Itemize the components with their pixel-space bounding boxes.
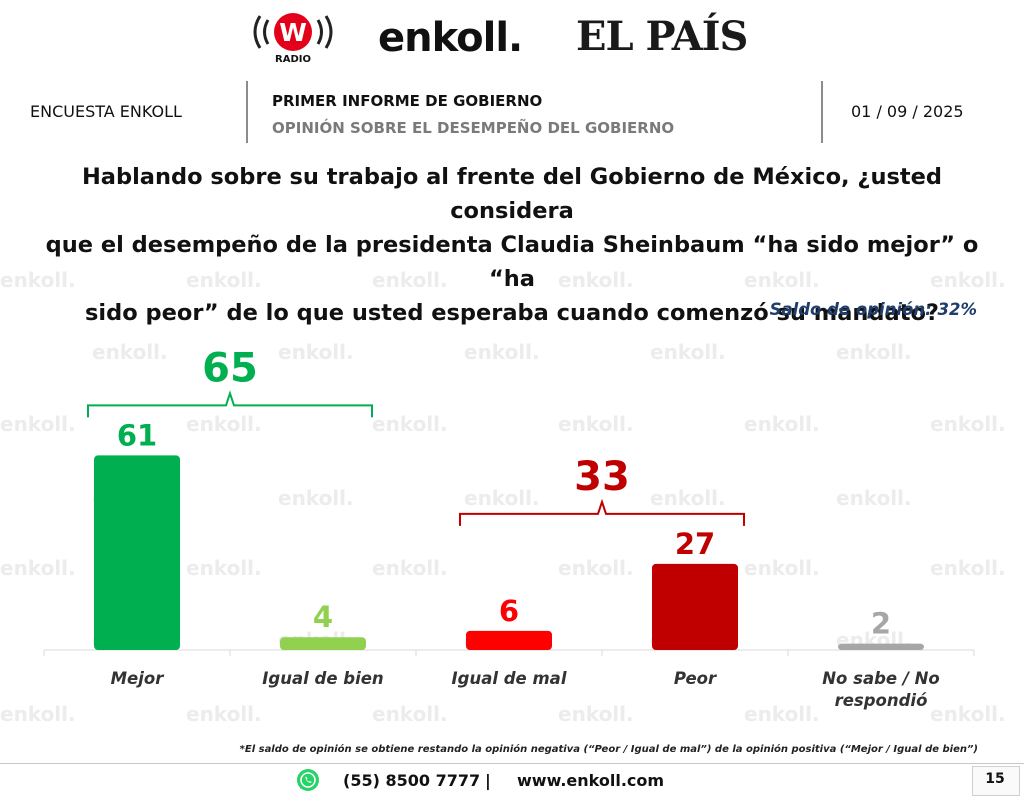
enkoll-watermark: enkoll. [650,486,726,510]
enkoll-watermark: enkoll. [0,268,76,292]
enkoll-watermark: enkoll. [464,486,540,510]
report-title: PRIMER INFORME DE GOBIERNO [272,92,543,110]
w-radio-logo-letter: W [279,18,307,47]
footer-website-link[interactable]: www.enkoll.com [517,771,665,790]
group-total-label: 33 [574,454,630,500]
enkoll-watermark: enkoll. [372,268,448,292]
enkoll-watermark: enkoll. [0,556,76,580]
category-label: Igual de bien [262,669,383,688]
category-label: Mejor [111,669,165,688]
data-label: 61 [117,418,157,452]
header-divider [821,81,823,143]
bar [94,455,180,650]
footer-phone[interactable]: (55) 8500 7777 [343,771,481,790]
data-label: 27 [675,527,715,561]
group-bracket [459,498,745,526]
el-pais-logo: EL PAÍS [576,13,748,60]
group-total-label: 65 [202,345,258,391]
bar [838,643,924,650]
enkoll-watermark: enkoll. [186,556,262,580]
question-line: sido peor” de lo que usted esperaba cuan… [85,300,939,326]
enkoll-watermark: enkoll. [92,340,168,364]
enkoll-watermark: enkoll. [836,340,912,364]
enkoll-watermark: enkoll. [186,268,262,292]
enkoll-watermark: enkoll. [372,556,448,580]
footer-separator: | [485,771,491,790]
enkoll-watermark: enkoll. [372,702,448,726]
enkoll-watermark: enkoll. [836,486,912,510]
enkoll-watermark: enkoll. [558,556,634,580]
bar [280,637,366,650]
enkoll-watermark: enkoll. [930,702,1006,726]
data-label: 2 [871,607,891,641]
header-divider [246,81,248,143]
enkoll-watermark: enkoll. [0,412,76,436]
enkoll-watermark: enkoll. [744,412,820,436]
w-radio-logo-text: RADIO [275,54,311,64]
enkoll-watermark: enkoll. [744,556,820,580]
footer-divider [0,763,1024,764]
opinion-balance: Saldo de opinión: 32% [769,300,977,319]
enkoll-watermark: enkoll. [558,268,634,292]
enkoll-watermark: enkoll. [930,412,1006,436]
enkoll-watermark: enkoll. [186,702,262,726]
survey-name: ENCUESTA ENKOLL [30,102,182,121]
enkoll-watermark: enkoll. [744,702,820,726]
enkoll-watermark: enkoll. [464,340,540,364]
category-label: respondió [835,691,928,710]
enkoll-watermark: enkoll. [558,702,634,726]
w-radio-logo: W RADIO [253,13,333,64]
whatsapp-icon [297,769,319,791]
group-bracket [87,390,373,418]
enkoll-watermark: enkoll. [744,268,820,292]
enkoll-watermark: enkoll. [0,702,76,726]
question-line: Hablando sobre su trabajo al frente del … [81,164,943,224]
data-label: 4 [313,600,333,634]
category-label: No sabe / No [822,669,940,688]
enkoll-watermark: enkoll. [278,486,354,510]
page-number: 15 [985,771,1005,787]
enkoll-watermark: enkoll. [278,340,354,364]
enkoll-watermark: enkoll. [186,412,262,436]
question-line: que el desempeño de la presidenta Claudi… [45,232,979,292]
enkoll-watermark: enkoll. [372,412,448,436]
category-label: Peor [674,669,717,688]
bar [466,630,552,650]
enkoll-logo: enkoll. [378,15,523,61]
bar [652,563,738,650]
report-subtitle: OPINIÓN SOBRE EL DESEMPEÑO DEL GOBIERNO [272,119,675,137]
page-number-box [972,766,1020,796]
data-label: 6 [499,594,519,628]
footnote: *El saldo de opinión se obtiene restando… [239,744,978,755]
enkoll-watermark: enkoll. [930,556,1006,580]
enkoll-watermark: enkoll. [930,268,1006,292]
question-text: Hablando sobre su trabajo al frente del … [20,160,1004,330]
enkoll-watermark: enkoll. [558,412,634,436]
category-label: Igual de mal [452,669,567,688]
enkoll-watermark: enkoll. [650,340,726,364]
report-date: 01 / 09 / 2025 [851,102,964,121]
